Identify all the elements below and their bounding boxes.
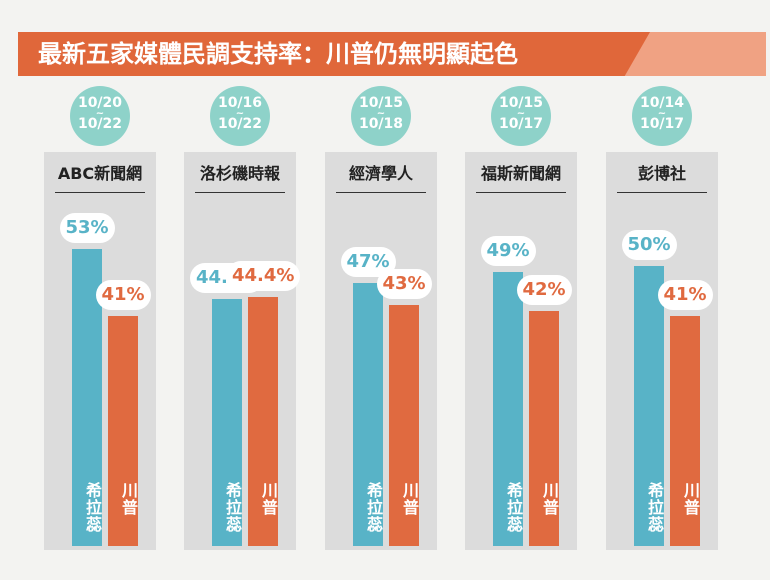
date-from: 10/15 (358, 95, 404, 111)
clinton-series-label: 希拉蕊 (223, 482, 242, 533)
clinton-series-label: 希拉蕊 (645, 482, 664, 533)
clinton-series-label: 希拉蕊 (364, 482, 383, 533)
date-from: 10/20 (77, 95, 123, 111)
pollster-divider (336, 192, 426, 193)
date-to: 10/18 (358, 116, 404, 132)
date-badge: 10/15 ~10/17 (491, 86, 551, 146)
date-from: 10/14 (639, 95, 685, 111)
date-separator: ~ (95, 108, 105, 119)
pollster-divider (617, 192, 707, 193)
pollster-name: 彭博社 (637, 164, 686, 183)
trump-bar (248, 297, 278, 546)
pollster-name: 福斯新聞網 (480, 164, 561, 183)
clinton-bar (493, 271, 523, 546)
page-title: 最新五家媒體民調支持率：川普仍無明顯起色 (38, 40, 518, 68)
clinton-bar (353, 282, 383, 546)
date-to: 10/22 (77, 116, 123, 132)
pollster-divider (55, 192, 145, 193)
pollster-name: 洛杉磯時報 (199, 164, 280, 183)
pollster-name: 經濟學人 (348, 164, 413, 183)
clinton-series-label: 希拉蕊 (83, 482, 102, 533)
date-from: 10/15 (498, 95, 544, 111)
date-separator: ~ (376, 108, 386, 119)
pollster-divider (195, 192, 285, 193)
pollster-name: ABC新聞網 (57, 164, 143, 183)
trump-series-label: 川普 (119, 482, 138, 516)
trump-value-label: 44.4% (226, 261, 301, 292)
trump-bar (670, 316, 700, 546)
date-to: 10/17 (498, 116, 544, 132)
date-badge: 10/20 ~10/22 (70, 86, 130, 146)
trump-bar (529, 310, 559, 546)
trump-value-label: 41% (657, 280, 713, 311)
trump-series-label: 川普 (681, 482, 700, 516)
clinton-value-label: 50% (621, 230, 677, 260)
date-separator: ~ (657, 108, 667, 119)
date-badge: 10/15 ~10/18 (351, 86, 411, 146)
clinton-value-label: 53% (59, 213, 115, 244)
trump-bar (108, 316, 138, 546)
date-separator: ~ (516, 108, 526, 119)
date-from: 10/16 (217, 95, 263, 111)
date-badge: 10/16 ~10/22 (210, 86, 270, 146)
trump-value-label: 42% (516, 274, 572, 305)
title-banner (18, 32, 650, 76)
clinton-bar (634, 266, 664, 546)
clinton-series-label: 希拉蕊 (504, 482, 523, 533)
trump-value-label: 41% (95, 280, 151, 311)
date-separator: ~ (235, 108, 245, 119)
trump-bar (389, 305, 419, 546)
pollster-divider (476, 192, 566, 193)
date-to: 10/17 (639, 116, 685, 132)
trump-series-label: 川普 (540, 482, 559, 516)
date-to: 10/22 (217, 116, 263, 132)
trump-series-label: 川普 (400, 482, 419, 516)
clinton-value-label: 49% (480, 235, 536, 266)
date-badge: 10/14 ~10/17 (632, 86, 692, 146)
trump-value-label: 43% (376, 269, 432, 300)
trump-series-label: 川普 (259, 482, 278, 516)
clinton-bar (212, 299, 242, 546)
